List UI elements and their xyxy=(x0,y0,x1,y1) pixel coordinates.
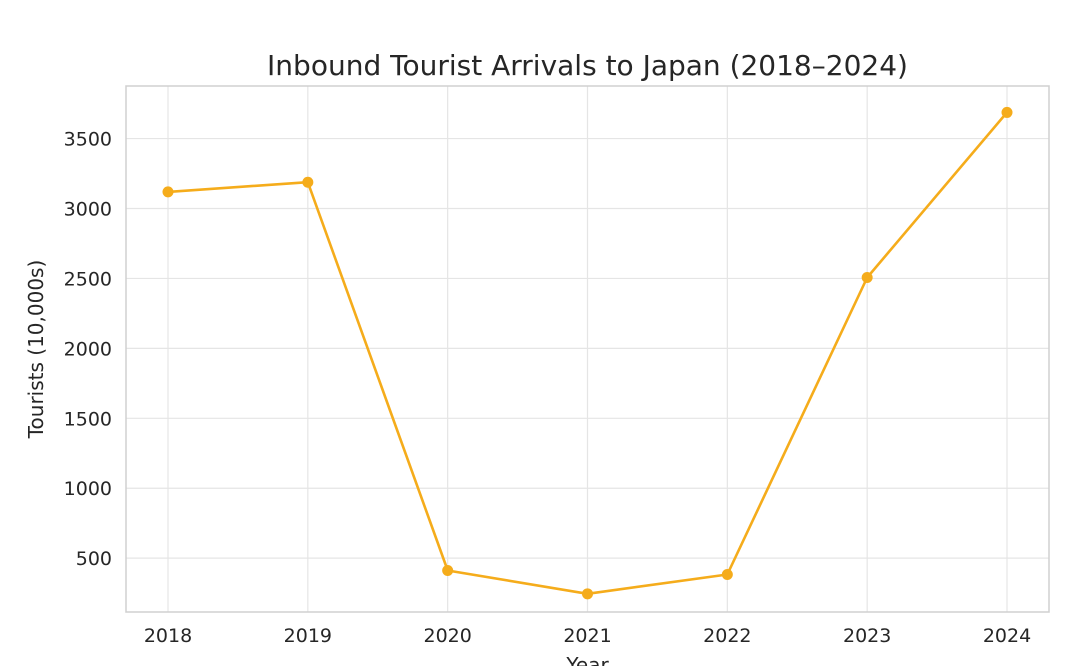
data-point xyxy=(1001,106,1013,118)
x-tick-label: 2022 xyxy=(703,625,751,647)
data-point xyxy=(721,569,733,581)
x-tick-label: 2023 xyxy=(843,625,891,647)
y-tick-label: 500 xyxy=(76,548,112,570)
y-tick-label: 3000 xyxy=(64,199,112,221)
y-tick-label: 3500 xyxy=(64,129,112,151)
markers xyxy=(162,106,1013,600)
x-tick-label: 2019 xyxy=(284,625,332,647)
x-axis-ticks: 2018 2019 2020 2021 2022 2023 2024 xyxy=(144,625,1031,647)
chart-title: Inbound Tourist Arrivals to Japan (2018–… xyxy=(267,49,908,82)
y-tick-label: 2500 xyxy=(64,268,112,290)
x-axis-label: Year xyxy=(565,653,609,666)
y-tick-label: 2000 xyxy=(64,338,112,360)
y-tick-label: 1000 xyxy=(64,478,112,500)
series-layer xyxy=(162,106,1013,600)
data-point xyxy=(302,176,314,188)
data-point xyxy=(442,564,454,576)
grid xyxy=(126,86,1049,612)
y-axis-ticks: 500 1000 1500 2000 2500 3000 3500 xyxy=(64,129,112,571)
data-point xyxy=(861,271,873,283)
plot-frame xyxy=(125,85,1050,613)
data-point xyxy=(582,588,593,600)
y-axis-label: Tourists (10,000s) xyxy=(24,260,48,440)
x-tick-label: 2020 xyxy=(423,625,471,647)
x-tick-label: 2018 xyxy=(144,625,192,647)
x-tick-label: 2021 xyxy=(563,625,611,647)
x-tick-label: 2024 xyxy=(983,625,1031,647)
y-tick-label: 1500 xyxy=(64,408,112,430)
data-point xyxy=(162,186,174,198)
